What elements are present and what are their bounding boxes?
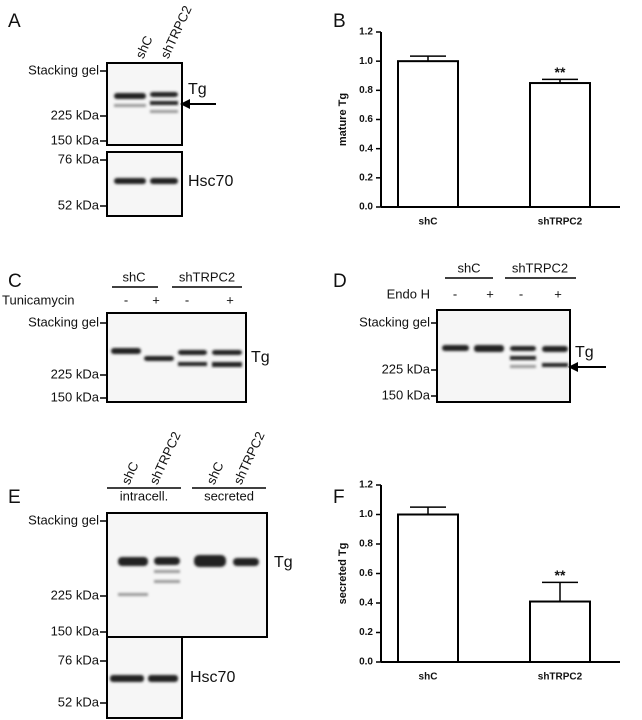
marker-label: 225 kDa [382, 361, 431, 376]
y-tick-label: 1.2 [359, 480, 373, 491]
y-tick-label: 0.6 [359, 568, 373, 579]
bar [397, 60, 459, 208]
marker-label: 225 kDa [51, 587, 100, 602]
y-tick-label: 0.2 [359, 627, 373, 638]
group-label: shC [457, 260, 480, 275]
marker-label: Stacking gel [28, 62, 99, 77]
bands [111, 348, 242, 367]
panel-letter: F [333, 487, 345, 508]
marker-label: 225 kDa [51, 366, 100, 381]
lane-label: shTRPC2 [146, 429, 183, 486]
arrow [180, 99, 216, 109]
band-label: Tg [575, 344, 594, 361]
sign: - [519, 286, 523, 301]
bands [442, 345, 568, 368]
group-label: shC [122, 269, 145, 284]
marker-label: 150 kDa [382, 387, 431, 402]
sign: - [453, 286, 457, 301]
group-label: shTRPC2 [512, 260, 568, 275]
marker-label: 52 kDa [58, 694, 100, 709]
markers: Stacking gel 225 kDa 150 kDa 76 kDa 52 k… [28, 62, 107, 212]
arrow [568, 362, 606, 372]
y-tick-label: 0.2 [359, 172, 373, 183]
marker-label: 76 kDa [58, 151, 100, 166]
marker-label: Stacking gel [359, 314, 430, 329]
bar [397, 513, 459, 663]
blot [106, 512, 268, 638]
blot [106, 312, 247, 403]
panel-letter: B [333, 11, 346, 32]
lane-label: shTRPC2 [157, 3, 194, 60]
marker-label: 225 kDa [51, 107, 100, 122]
lane-label: shC [203, 459, 226, 486]
sign: - [185, 292, 189, 307]
y-tick-label: 0.6 [359, 114, 373, 125]
y-tick-label: 1.0 [359, 56, 373, 67]
sign: - [124, 292, 128, 307]
bar [529, 82, 591, 208]
bands [114, 92, 178, 184]
panel-letter: C [8, 271, 22, 292]
panel-letter: D [333, 271, 347, 292]
group-label: intracell. [120, 488, 168, 503]
lane-label: shC [118, 459, 141, 486]
y-tick-label: 1.2 [359, 27, 373, 38]
band-label: Tg [274, 554, 293, 571]
group-label: secreted [204, 488, 254, 503]
bar [529, 600, 591, 664]
significance: ** [555, 567, 566, 583]
marker-label: 76 kDa [58, 652, 100, 667]
marker-label: 150 kDa [51, 132, 100, 147]
lane-label: shTRPC2 [230, 429, 267, 486]
y-tick-label: 0.8 [359, 539, 373, 550]
marker-label: Stacking gel [28, 512, 99, 527]
sign: + [152, 292, 160, 307]
x-tick-label: shTRPC2 [538, 672, 583, 683]
marker-label: 150 kDa [51, 389, 100, 404]
sign: + [226, 292, 234, 307]
sign: + [554, 286, 562, 301]
significance: ** [555, 64, 566, 80]
marker-label: Stacking gel [28, 314, 99, 329]
marker-label: 150 kDa [51, 623, 100, 638]
y-axis-label: mature Tg [337, 93, 349, 146]
x-tick-label: shTRPC2 [538, 217, 583, 228]
band-label: Tg [251, 349, 270, 366]
group-label: shTRPC2 [179, 269, 235, 284]
sign: + [486, 286, 494, 301]
band-label: Hsc70 [188, 173, 233, 190]
x-tick-label: shC [419, 217, 438, 228]
y-tick-label: 0.8 [359, 85, 373, 96]
panel-letter: E [8, 487, 21, 508]
treatment-label: Endo H [387, 286, 430, 301]
band-label: Tg [188, 81, 207, 98]
lane-label: shC [132, 33, 155, 60]
panel-letter: A [8, 11, 21, 32]
y-tick-label: 0.4 [359, 143, 373, 154]
band-label: Hsc70 [190, 669, 235, 686]
y-tick-label: 0.0 [359, 202, 373, 213]
marker-label: 52 kDa [58, 197, 100, 212]
y-tick-label: 0.0 [359, 657, 373, 668]
treatment-label: Tunicamycin [2, 292, 74, 307]
y-tick-label: 1.0 [359, 509, 373, 520]
blot [436, 309, 571, 403]
y-axis-label: secreted Tg [337, 543, 349, 605]
bands [110, 555, 259, 682]
y-tick-label: 0.4 [359, 598, 373, 609]
x-tick-label: shC [419, 672, 438, 683]
